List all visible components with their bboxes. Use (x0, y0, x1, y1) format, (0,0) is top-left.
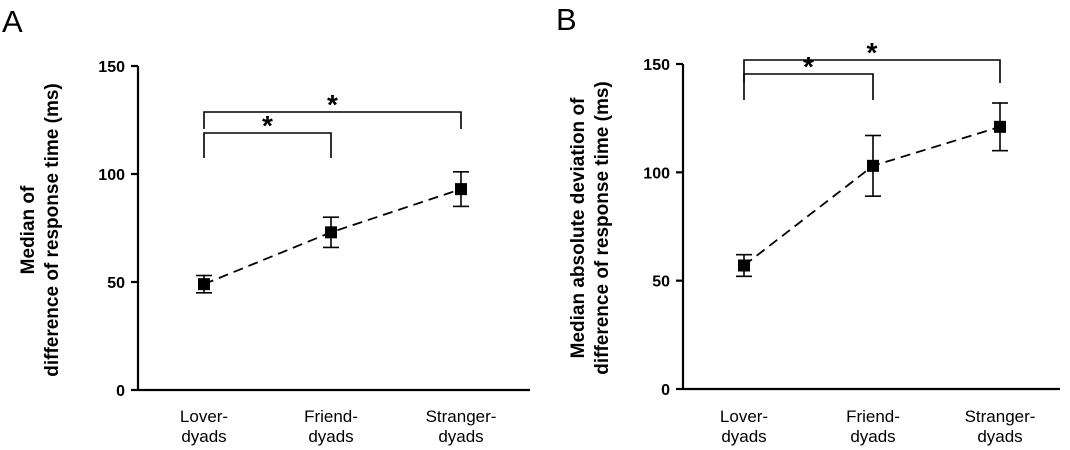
x-category-label: dyads (850, 427, 895, 446)
y-tick-label: 150 (643, 57, 670, 74)
y-axis-label-line-1: Median absolute deviation of (568, 97, 589, 358)
x-category-label: dyads (721, 427, 766, 446)
x-category-label: dyads (181, 427, 226, 446)
data-point (994, 120, 1006, 133)
y-tick-labels: 0 50 100 150 (643, 57, 670, 399)
x-category-label: Stranger- (965, 407, 1036, 426)
y-tick-label: 150 (98, 59, 125, 76)
significance-bracket (203, 132, 332, 158)
x-category-label: dyads (308, 427, 353, 446)
x-category-label: dyads (438, 427, 483, 446)
data-point (325, 226, 337, 239)
y-axis-label-line-2: difference of response time (ms) (42, 83, 63, 377)
y-axis-label-line-1: Median of (18, 185, 39, 274)
y-tick-label: 100 (643, 165, 670, 182)
y-tick-labels: 0 50 100 150 (98, 59, 125, 400)
x-category-label: Lover- (720, 407, 768, 426)
panel-b: B Median absolute deviation of differenc… (556, 2, 1060, 446)
y-tick-label: 0 (116, 383, 125, 400)
significance-bracket (203, 111, 462, 129)
panel-label: A (2, 4, 23, 39)
x-category-label: Friend- (846, 407, 900, 426)
plot-area: ** (131, 64, 530, 392)
panel-a: A Median of difference of response time … (2, 4, 530, 446)
significance-bracket (743, 73, 874, 100)
x-category-label: Lover- (180, 407, 228, 426)
significance-star: * (327, 89, 338, 120)
x-category-label: dyads (977, 427, 1022, 446)
significance-bracket (743, 59, 1001, 83)
y-tick-label: 50 (652, 274, 670, 291)
significance-star: * (867, 37, 878, 68)
data-point (198, 278, 210, 291)
y-tick-label: 100 (98, 167, 125, 184)
x-category-label: Friend- (304, 407, 358, 426)
data-point (455, 183, 467, 196)
y-axis-label: Median absolute deviation of difference … (568, 81, 613, 375)
y-axis-label-line-2: difference of response time (ms) (592, 81, 613, 375)
panel-label: B (556, 2, 577, 37)
data-point (738, 259, 750, 272)
y-axis-label: Median of difference of response time (m… (18, 83, 63, 377)
significance-star: * (262, 110, 273, 141)
x-category-label: Stranger- (426, 407, 497, 426)
plot-area: ** (676, 37, 1060, 391)
significance-star: * (803, 51, 814, 82)
data-point (867, 159, 879, 172)
y-tick-label: 0 (661, 382, 670, 399)
y-tick-label: 50 (107, 275, 125, 292)
